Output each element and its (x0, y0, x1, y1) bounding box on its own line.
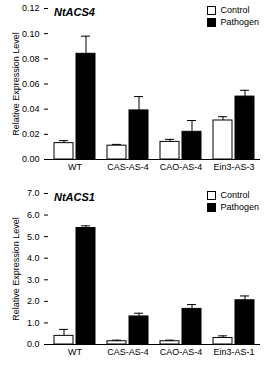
svg-text:0.12: 0.12 (22, 3, 40, 13)
svg-text:4.0: 4.0 (27, 253, 40, 263)
svg-text:2.0: 2.0 (27, 296, 40, 306)
svg-text:CAO-AS-4: CAO-AS-4 (160, 347, 203, 357)
svg-text:0.08: 0.08 (22, 54, 40, 64)
svg-text:CAO-AS-4: CAO-AS-4 (160, 162, 203, 172)
svg-text:WT: WT (68, 347, 82, 357)
svg-text:6.0: 6.0 (27, 210, 40, 220)
svg-text:Relative Expression Level: Relative Expression Level (11, 217, 21, 321)
html-text:NtACS1: NtACS1 (54, 191, 95, 203)
svg-text:7.0: 7.0 (27, 188, 40, 198)
svg-text:1.0: 1.0 (27, 318, 40, 328)
svg-text:Relative Expression Level: Relative Expression Level (11, 32, 21, 136)
svg-text:0.10: 0.10 (22, 29, 40, 39)
svg-text:Ein3-AS-3: Ein3-AS-3 (213, 162, 254, 172)
svg-text:0.06: 0.06 (22, 79, 40, 89)
svg-text:0.02: 0.02 (22, 129, 40, 139)
html-text:Control: Control (220, 5, 250, 15)
svg-text:5.0: 5.0 (27, 232, 40, 242)
svg-text:0.0: 0.0 (27, 339, 40, 349)
svg-text:CAS-AS-4: CAS-AS-4 (107, 347, 149, 357)
html-text:Pathogen: Pathogen (220, 202, 259, 212)
svg-text:WT: WT (68, 162, 82, 172)
svg-text:CAS-AS-4: CAS-AS-4 (107, 162, 149, 172)
svg-text:0.04: 0.04 (22, 104, 40, 114)
html-text:Control: Control (220, 190, 250, 200)
svg-text:0.00: 0.00 (22, 154, 40, 164)
svg-text:Ein3-AS-1: Ein3-AS-1 (213, 347, 254, 357)
svg-text:3.0: 3.0 (27, 275, 40, 285)
html-text:Pathogen: Pathogen (220, 17, 259, 27)
html-text:NtACS4: NtACS4 (54, 6, 95, 18)
